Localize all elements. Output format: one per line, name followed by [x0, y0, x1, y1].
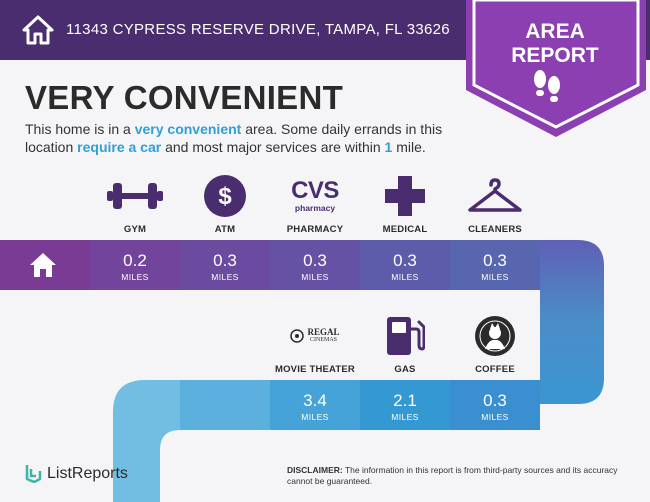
ribbon-right-curve — [540, 240, 604, 404]
gas-pump-icon — [360, 313, 450, 359]
label-gym: GYM — [123, 224, 147, 235]
brand-name: ListReports — [47, 464, 128, 482]
ribbon-left-curve — [113, 380, 180, 502]
dollar-icon: $ — [180, 173, 270, 219]
segment-gas — [360, 380, 450, 430]
listreports-mark-icon — [25, 465, 42, 483]
medical-cross-icon — [360, 173, 450, 219]
dumbbell-icon — [90, 173, 180, 219]
disclaimer: DISCLAIMER: The information in this repo… — [287, 465, 618, 486]
distance-gas: 2.1 MILES — [391, 391, 419, 422]
distance-coffee: 0.3 MILES — [481, 391, 509, 422]
label-cleaners: CLEANERS — [468, 224, 522, 235]
segment-cleaners — [450, 240, 540, 290]
label-atm: ATM — [214, 224, 236, 235]
property-address: 11343 CYPRESS RESERVE DRIVE, TAMPA, FL 3… — [66, 21, 450, 38]
segment-movie — [270, 380, 360, 430]
regal-crest-icon — [290, 329, 305, 343]
starbucks-logo — [450, 313, 540, 359]
segment-atm — [180, 240, 270, 290]
segment-blank — [180, 380, 270, 430]
label-movie-theater: MOVIE THEATER — [274, 364, 355, 375]
label-medical: MEDICAL — [382, 224, 428, 235]
label-pharmacy: PHARMACY — [286, 224, 344, 235]
segment-coffee — [450, 380, 540, 430]
distance-medical: 0.3 MILES — [391, 251, 419, 282]
distance-cleaners: 0.3 MILES — [481, 251, 509, 282]
home-icon — [30, 253, 56, 277]
badge-line-1: AREA — [525, 20, 585, 43]
listreports-logo: ListReports — [25, 464, 128, 483]
footprints-icon — [534, 70, 560, 102]
segment-medical — [360, 240, 450, 290]
distance-gym: 0.2 MILES — [121, 251, 149, 282]
distance-atm: 0.3 MILES — [211, 251, 239, 282]
label-coffee: COFFEE — [475, 364, 515, 375]
cvs-logo-text: CVS — [291, 176, 339, 204]
distance-pharmacy: 0.3 MILES — [301, 251, 329, 282]
regal-logo-text: REGAL — [307, 327, 340, 337]
page-title: VERY CONVENIENT — [25, 79, 344, 116]
label-gas: GAS — [394, 364, 416, 375]
cvs-pharmacy-logo: CVS pharmacy — [270, 173, 360, 219]
regal-cinemas-logo: REGAL CINEMAS — [270, 313, 360, 359]
segment-pharmacy — [270, 240, 360, 290]
segment-gym — [90, 240, 180, 290]
distance-movie-theater: 3.4 MILES — [301, 391, 329, 422]
badge-title: AREA REPORT — [490, 20, 620, 68]
badge-line-2: REPORT — [511, 44, 599, 67]
description: This home is in a very convenient area. … — [25, 121, 443, 155]
svg-text:$: $ — [218, 183, 232, 210]
area-report-badge — [466, 0, 646, 137]
regal-logo-subtext: CINEMAS — [309, 337, 337, 343]
hanger-icon — [450, 173, 540, 219]
cvs-logo-subtext: pharmacy — [294, 202, 336, 213]
home-icon — [22, 15, 54, 45]
